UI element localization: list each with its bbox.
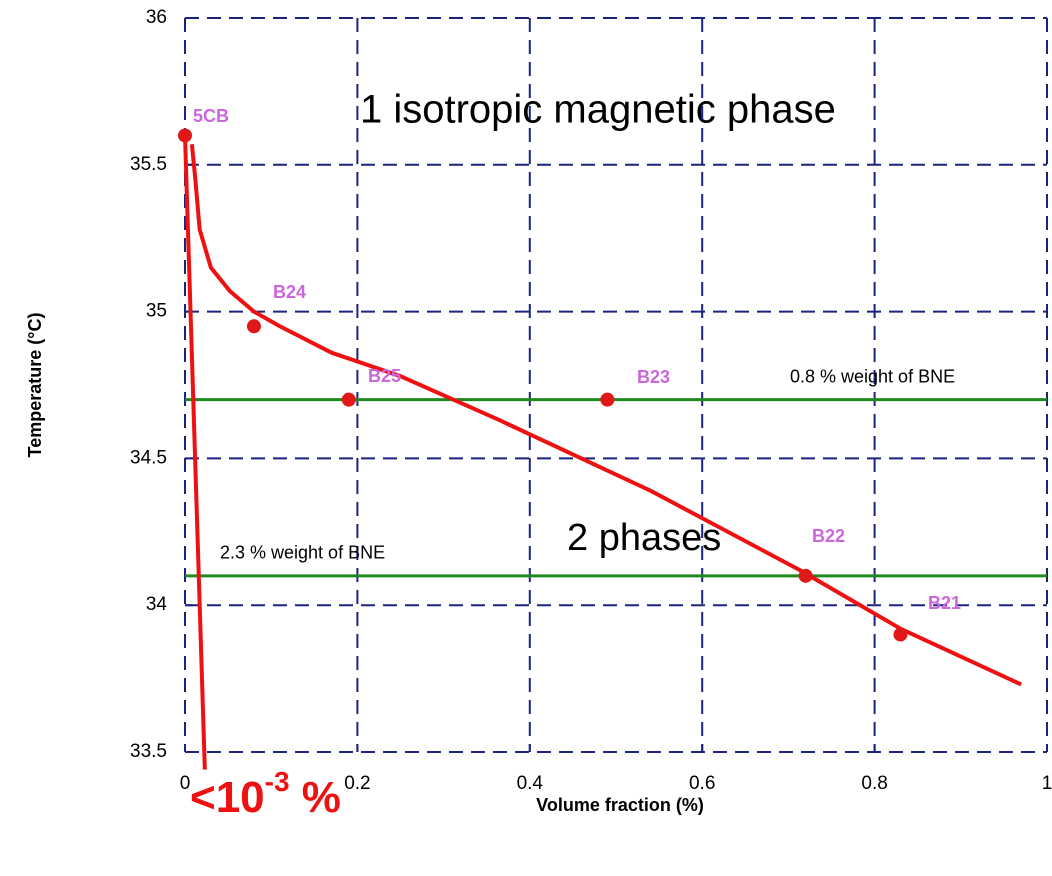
data-point [893,627,908,642]
y-tick-label: 34 [146,594,168,615]
x-tick-label: 0.8 [861,773,887,794]
point-label: B25 [368,366,401,386]
data-point [798,568,813,583]
limit-suffix: % [290,773,341,822]
limit-superscript: -3 [265,766,290,797]
point-label: 5CB [193,106,229,126]
x-tick-label: 0.2 [344,773,370,794]
x-axis-title: Volume fraction (%) [536,795,704,815]
limit-base: <10 [190,773,265,822]
y-tick-label: 35.5 [130,154,167,175]
x-tick-label: 0.6 [689,773,715,794]
data-point [600,392,615,407]
region-annotation: 2 phases [567,517,721,559]
y-axis-title: Temperature (°C) [25,313,45,458]
region-annotation: 1 isotropic magnetic phase [360,88,836,132]
y-tick-label: 33.5 [130,741,167,762]
point-label: B22 [812,526,845,546]
data-point [341,392,356,407]
x-tick-label: 1 [1042,773,1052,794]
point-label: B24 [273,282,306,302]
y-tick-label: 34.5 [130,447,167,468]
data-point [178,128,192,143]
x-tick-label: 0 [180,773,191,794]
y-tick-label: 35 [146,301,167,322]
y-tick-label: 36 [146,7,167,28]
data-point [246,319,261,334]
point-label: B21 [928,593,961,613]
fit-curve [189,144,1022,687]
reference-line-label: 2.3 % weight of BNE [220,543,385,563]
x-tick-label: 0.4 [517,773,544,794]
limit-line [183,135,207,770]
limit-annotation: <10-3 % [190,766,341,821]
point-label: B23 [637,367,670,387]
reference-line-label: 0.8 % weight of BNE [790,366,955,386]
